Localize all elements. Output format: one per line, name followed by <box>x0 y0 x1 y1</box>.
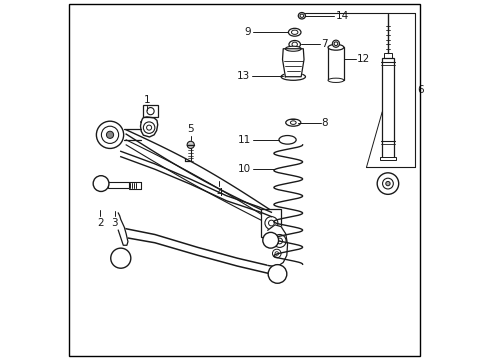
Text: 4: 4 <box>216 188 222 198</box>
Text: 6: 6 <box>417 85 424 95</box>
Circle shape <box>146 125 151 130</box>
Ellipse shape <box>300 14 303 17</box>
Ellipse shape <box>327 78 343 82</box>
Bar <box>327 47 343 80</box>
Polygon shape <box>267 225 287 267</box>
Circle shape <box>266 237 274 244</box>
Circle shape <box>276 238 282 244</box>
Circle shape <box>101 126 119 143</box>
Circle shape <box>147 108 154 115</box>
Polygon shape <box>282 49 304 77</box>
Text: 1: 1 <box>143 95 150 105</box>
Circle shape <box>382 178 392 189</box>
Text: 2: 2 <box>97 218 103 228</box>
Circle shape <box>110 248 131 268</box>
Bar <box>379 157 395 160</box>
Circle shape <box>119 256 122 260</box>
Circle shape <box>93 176 109 192</box>
Circle shape <box>385 181 389 186</box>
Circle shape <box>264 217 277 229</box>
Text: 12: 12 <box>356 54 369 64</box>
Circle shape <box>332 40 339 47</box>
Text: 9: 9 <box>244 27 250 37</box>
Circle shape <box>106 131 113 138</box>
Bar <box>382 58 393 158</box>
Circle shape <box>273 270 281 278</box>
Bar <box>261 209 281 237</box>
Ellipse shape <box>278 135 296 144</box>
Ellipse shape <box>290 121 296 125</box>
Circle shape <box>143 122 155 134</box>
Polygon shape <box>140 117 158 137</box>
Ellipse shape <box>298 13 305 19</box>
Bar <box>143 105 158 117</box>
Text: 14: 14 <box>335 11 348 21</box>
Text: 8: 8 <box>321 118 327 128</box>
Text: 3: 3 <box>111 218 118 228</box>
Circle shape <box>274 252 278 255</box>
Ellipse shape <box>291 30 297 35</box>
Circle shape <box>115 253 126 264</box>
Polygon shape <box>118 213 128 245</box>
Text: 10: 10 <box>237 164 250 174</box>
Text: 5: 5 <box>187 124 194 134</box>
Text: 7: 7 <box>321 40 327 49</box>
Circle shape <box>376 173 398 194</box>
Circle shape <box>96 121 123 148</box>
Circle shape <box>273 234 285 247</box>
Circle shape <box>262 232 278 248</box>
Bar <box>107 182 129 188</box>
Ellipse shape <box>285 46 301 51</box>
Ellipse shape <box>285 119 300 126</box>
Text: 13: 13 <box>237 71 250 81</box>
Ellipse shape <box>288 28 301 36</box>
Circle shape <box>97 180 104 187</box>
Circle shape <box>333 42 337 45</box>
Ellipse shape <box>288 41 300 48</box>
Circle shape <box>187 141 194 148</box>
Ellipse shape <box>281 73 305 80</box>
Text: 11: 11 <box>237 135 250 145</box>
Circle shape <box>272 249 281 258</box>
Bar <box>383 53 391 58</box>
Ellipse shape <box>327 44 343 50</box>
Circle shape <box>267 265 286 283</box>
Circle shape <box>268 220 274 226</box>
Ellipse shape <box>291 42 297 47</box>
